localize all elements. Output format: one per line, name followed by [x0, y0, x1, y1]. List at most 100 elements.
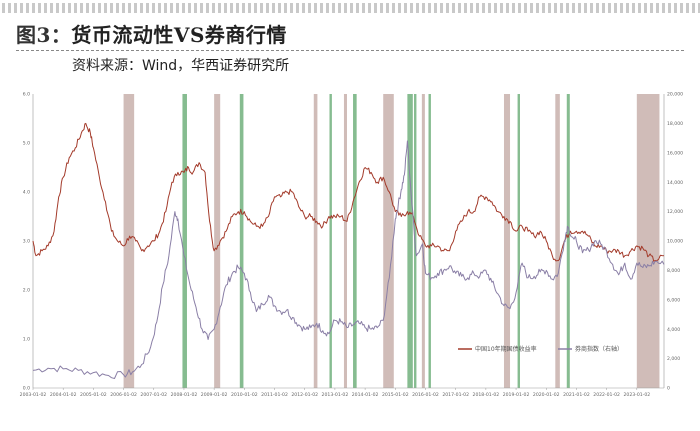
top-stripe — [536, 3, 539, 13]
top-stripe — [176, 3, 179, 13]
x-tick-label: 2009-01-02 — [201, 392, 228, 398]
top-stripe — [530, 3, 533, 13]
top-stripe — [110, 3, 113, 13]
x-tick-label: 2014-01-02 — [352, 392, 379, 398]
top-stripe — [560, 3, 563, 13]
shaded-band-tightening — [503, 94, 511, 388]
y-left-tick-label: 6.0 — [23, 92, 30, 98]
top-stripe — [308, 3, 311, 13]
top-stripe — [572, 3, 575, 13]
top-stripe — [416, 3, 419, 13]
x-tick-label: 2013-01-02 — [322, 392, 349, 398]
shaded-band-tightening — [636, 94, 660, 388]
figure-label: 图3： — [16, 23, 72, 47]
x-tick-label: 2007-01-02 — [140, 392, 167, 398]
top-stripe — [332, 3, 335, 13]
top-stripe — [392, 3, 395, 13]
shaded-band-easing — [517, 94, 520, 388]
top-stripe — [674, 3, 677, 13]
top-stripe — [608, 3, 611, 13]
top-stripe — [440, 3, 443, 13]
top-stripe — [254, 3, 257, 13]
x-tick-label: 2016-01-02 — [412, 392, 439, 398]
shaded-band-easing — [182, 94, 187, 388]
y-left-tick-label: 0.0 — [23, 386, 30, 392]
top-stripe — [236, 3, 239, 13]
top-stripe — [404, 3, 407, 13]
top-stripe — [320, 3, 323, 13]
x-tick-label: 2012-01-02 — [291, 392, 318, 398]
top-stripe — [146, 3, 149, 13]
top-stripe — [470, 3, 473, 13]
top-stripe — [476, 3, 479, 13]
x-tick-label: 2003-01-02 — [20, 392, 47, 398]
top-stripe — [632, 3, 635, 13]
x-tick-label: 2020-01-02 — [533, 392, 560, 398]
top-stripe — [194, 3, 197, 13]
top-stripe — [278, 3, 281, 13]
top-stripe — [218, 3, 221, 13]
y-left-tick-label: 1.0 — [23, 337, 30, 343]
x-tick-label: 2022-01-02 — [593, 392, 620, 398]
top-stripe — [98, 3, 101, 13]
y-right-tick-label: 18,000 — [667, 121, 683, 127]
top-stripe — [494, 3, 497, 13]
top-stripe — [206, 3, 209, 13]
x-tick-label: 2006-01-02 — [110, 392, 137, 398]
top-stripe — [698, 3, 700, 13]
top-stripe — [650, 3, 653, 13]
source-note: 资料来源：Wind，华西证券研究所 — [72, 58, 290, 74]
top-stripe — [20, 3, 23, 13]
top-stripe — [74, 3, 77, 13]
top-stripe — [212, 3, 215, 13]
title-divider — [16, 50, 684, 52]
top-stripe — [590, 3, 593, 13]
top-stripe — [410, 3, 413, 13]
top-stripe — [80, 3, 83, 13]
x-tick-label: 2008-01-02 — [171, 392, 198, 398]
top-stripe — [290, 3, 293, 13]
top-stripe — [128, 3, 131, 13]
top-stripe — [602, 3, 605, 13]
top-stripe — [68, 3, 71, 13]
top-stripe — [452, 3, 455, 13]
top-stripe — [302, 3, 305, 13]
shaded-band-tightening — [343, 94, 347, 388]
top-stripe — [248, 3, 251, 13]
shaded-band-easing — [353, 94, 357, 388]
top-stripe — [170, 3, 173, 13]
top-stripe — [398, 3, 401, 13]
top-stripe — [482, 3, 485, 13]
top-stripe — [638, 3, 641, 13]
top-stripe — [422, 3, 425, 13]
top-stripe — [356, 3, 359, 13]
top-stripe — [242, 3, 245, 13]
shaded-band-tightening — [555, 94, 560, 388]
shaded-band-tightening — [313, 94, 318, 388]
x-tick-label: 2004-01-02 — [50, 392, 77, 398]
top-stripe — [38, 3, 41, 13]
top-stripe — [182, 3, 185, 13]
y-right-tick-label: 2,000 — [667, 356, 680, 362]
top-stripe — [656, 3, 659, 13]
top-stripe — [500, 3, 503, 13]
shaded-band-tightening — [214, 94, 221, 388]
top-stripe — [584, 3, 587, 13]
top-stripe — [260, 3, 263, 13]
top-stripe — [200, 3, 203, 13]
top-stripe — [362, 3, 365, 13]
top-stripe — [14, 3, 17, 13]
top-stripe — [620, 3, 623, 13]
top-stripe — [134, 3, 137, 13]
x-tick-label: 2011-01-02 — [261, 392, 288, 398]
top-stripe — [428, 3, 431, 13]
top-stripe — [8, 3, 11, 13]
top-stripe — [644, 3, 647, 13]
top-stripe — [140, 3, 143, 13]
shaded-band-easing — [428, 94, 431, 388]
x-tick-label: 2023-01-02 — [623, 392, 650, 398]
top-stripe — [26, 3, 29, 13]
legend-label: 券商指数（右轴） — [575, 345, 623, 353]
top-stripe — [2, 3, 5, 13]
